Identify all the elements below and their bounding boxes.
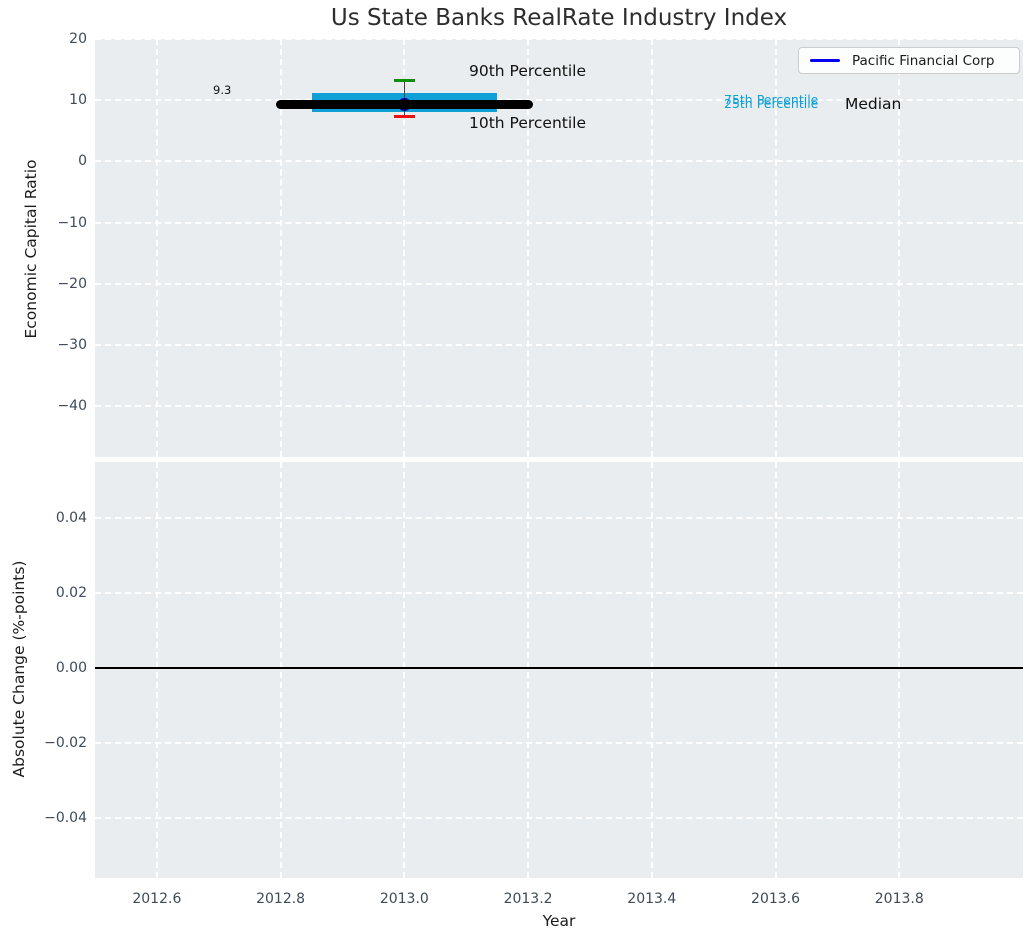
zero-line	[95, 667, 1023, 670]
y-tick-label: 0.00	[55, 660, 87, 677]
x-tick-label: 2013.4	[627, 891, 677, 907]
x-axis-label: Year	[542, 912, 576, 930]
x-tick-label: 2013.6	[751, 891, 801, 907]
median-line	[276, 99, 533, 109]
x-gridline	[898, 462, 901, 878]
bottom-plot-area	[95, 462, 1023, 878]
legend-label: Pacific Financial Corp	[852, 52, 995, 69]
y-gridline	[95, 817, 1023, 820]
annotation-25th-percentile: 25th Percentile	[724, 96, 819, 111]
x-tick-label: 2012.8	[256, 891, 306, 907]
x-tick-label: 2013.0	[379, 891, 429, 907]
annotation-90th-percentile: 90th Percentile	[469, 62, 587, 80]
annotation-10th-percentile: 10th Percentile	[469, 114, 587, 132]
y-gridline	[95, 282, 1023, 285]
x-gridline	[650, 462, 653, 878]
y-gridline	[95, 517, 1023, 520]
legend-line-swatch	[810, 59, 840, 62]
x-gridline	[774, 39, 777, 457]
top-plot-area	[95, 39, 1023, 457]
y-tick-label: 0	[78, 153, 87, 170]
annotation-company-value: 9.3	[213, 83, 232, 97]
y-tick-label: −0.04	[44, 810, 87, 827]
y-gridline	[95, 99, 1023, 102]
y-axis-label-top: Economic Capital Ratio	[22, 159, 40, 339]
x-gridline	[279, 39, 282, 457]
x-gridline	[774, 462, 777, 878]
y-tick-label: 10	[69, 92, 87, 109]
y-tick-label: 0.02	[55, 585, 87, 602]
x-gridline	[403, 39, 406, 457]
annotation-median: Median	[845, 95, 902, 113]
y-tick-label: −10	[57, 214, 87, 231]
y-gridline	[95, 160, 1023, 163]
y-tick-label: 20	[69, 31, 87, 47]
p10-cap	[393, 115, 415, 119]
annotation-75th-percentile: 75th Percentile	[724, 92, 819, 107]
y-tick-label: −30	[57, 337, 87, 353]
y-gridline	[95, 405, 1023, 408]
y-gridline	[95, 742, 1023, 745]
p90-cap	[393, 79, 415, 83]
x-gridline	[155, 39, 158, 457]
x-gridline	[155, 462, 158, 878]
legend: Pacific Financial Corp	[798, 47, 1020, 74]
x-gridline	[650, 39, 653, 457]
y-gridline	[95, 221, 1023, 224]
x-gridline	[898, 39, 901, 457]
x-gridline	[403, 462, 406, 878]
y-gridline	[95, 38, 1023, 40]
y-tick-label: −40	[57, 398, 87, 415]
chart-title: Us State Banks RealRate Industry Index	[330, 5, 788, 31]
x-tick-label: 2013.2	[503, 891, 553, 907]
y-gridline	[95, 592, 1023, 595]
y-tick-label: −0.02	[44, 735, 87, 752]
x-tick-label: 2013.8	[874, 891, 924, 907]
x-tick-label: 2012.6	[132, 891, 182, 907]
y-tick-label: 0.04	[55, 510, 87, 527]
x-gridline	[527, 462, 530, 878]
x-gridline	[279, 462, 282, 878]
y-tick-label: −20	[57, 275, 87, 292]
x-gridline	[527, 39, 530, 457]
y-gridline	[95, 344, 1023, 346]
